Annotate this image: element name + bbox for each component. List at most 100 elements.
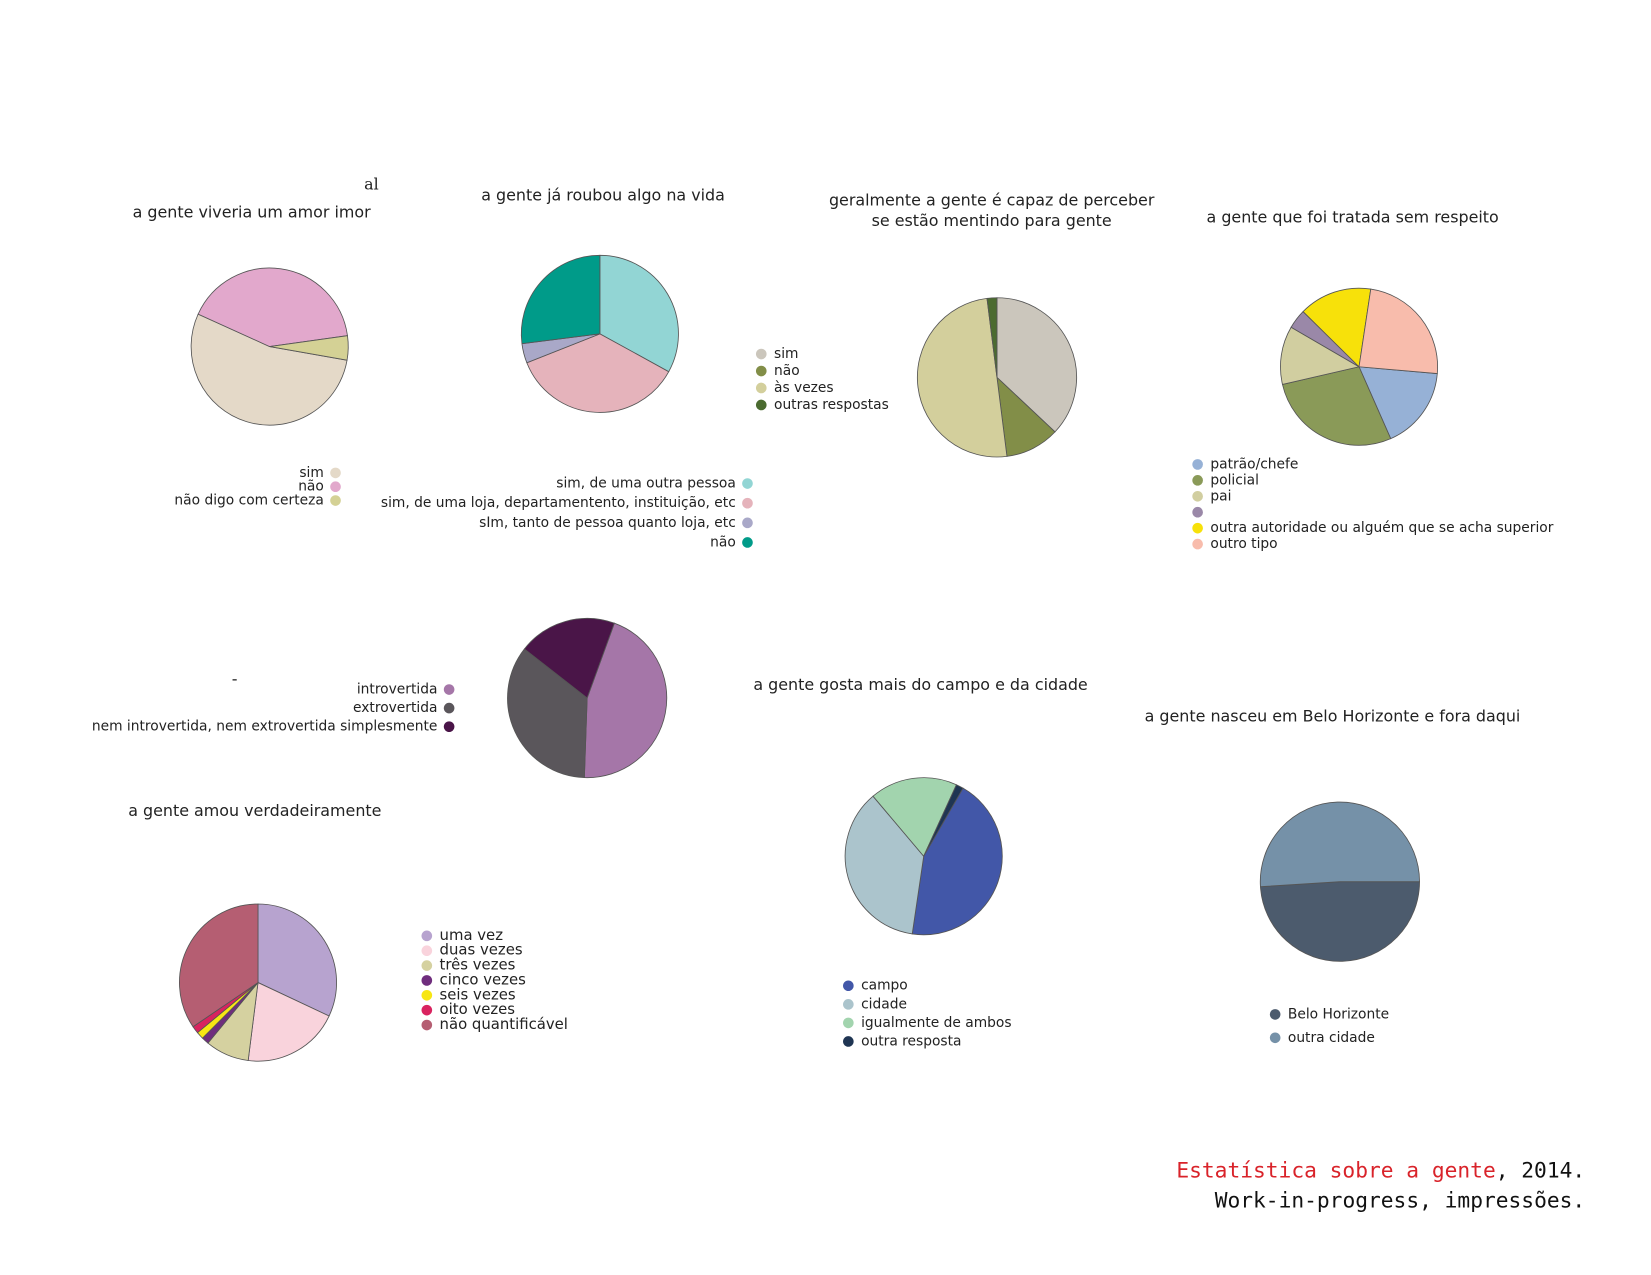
- legend-label: pai: [1210, 488, 1231, 504]
- legend-swatch: [1269, 1032, 1281, 1044]
- legend-swatch: [421, 975, 433, 986]
- legend-swatch: [755, 399, 767, 411]
- legend-label: patrão/chefe: [1210, 456, 1298, 472]
- footer-year: , 2014.: [1496, 1159, 1585, 1184]
- legend-swatch: [443, 721, 455, 732]
- pie-slice: [1259, 881, 1420, 962]
- legend-swatch: [1192, 506, 1203, 518]
- chart-title: geralmente a gente é capaz de perceber: [829, 191, 1155, 210]
- legend-swatch: [755, 382, 767, 394]
- pie-slice: [1280, 326, 1361, 385]
- pie-slice: [507, 648, 588, 779]
- legend-label: cinco vezes: [440, 970, 527, 988]
- legend-label: extrovertida: [353, 700, 437, 716]
- legend-label: sim, de uma outra pessoa: [556, 476, 736, 492]
- chart-title: a gente nasceu em Belo Horizonte e fora …: [1145, 707, 1521, 726]
- legend-label: não: [298, 479, 324, 495]
- legend-label: nem introvertida, nem extrovertida simpl…: [92, 719, 438, 735]
- footer-line1: Estatística sobre a gente, 2014.: [1176, 1159, 1585, 1184]
- legend-swatch: [1192, 490, 1203, 502]
- legend-label: sIm, tanto de pessoa quanto loja, etc: [479, 515, 736, 531]
- legend-label: três vezes: [440, 956, 516, 974]
- chart-title: a gente já roubou algo na vida: [481, 185, 725, 204]
- pie-slice: [257, 903, 337, 1017]
- pie-slice: [872, 777, 957, 858]
- legend-swatch: [443, 702, 455, 714]
- pie-slice: [523, 617, 615, 699]
- legend-label: introvertida: [357, 682, 438, 698]
- legend-label: policial: [1210, 472, 1259, 488]
- legend-swatch: [742, 517, 753, 529]
- legend-label: outra resposta: [861, 1033, 961, 1049]
- legend-label: sim, de uma loja, departamentento, insti…: [381, 495, 736, 511]
- pie-slice: [1259, 801, 1420, 888]
- legend-label: às vezes: [774, 380, 834, 396]
- pie-slice: [599, 254, 679, 373]
- pie-slice: [1302, 287, 1372, 368]
- pie-slice: [844, 795, 925, 935]
- pie-slice: [911, 787, 1003, 936]
- pie-slice: [247, 981, 330, 1062]
- legend-label: sim: [774, 346, 798, 362]
- legend-swatch: [843, 980, 854, 992]
- pie-slice: [190, 313, 348, 426]
- stray-text: al: [364, 175, 379, 194]
- chart-title: a gente gosta mais do campo e da cidade: [753, 675, 1087, 694]
- legend-swatch: [421, 960, 433, 971]
- legend-swatch: [742, 478, 753, 489]
- legend-swatch: [755, 365, 767, 377]
- legend-label: cidade: [861, 996, 907, 1012]
- pie-slice: [179, 903, 259, 1028]
- legend-swatch: [1192, 538, 1203, 550]
- legend-label: campo: [861, 978, 908, 994]
- chart-title: a gente amou verdadeiramente: [128, 801, 381, 820]
- legend-label: Belo Horizonte: [1288, 1006, 1389, 1022]
- legend-swatch: [330, 467, 341, 479]
- legend-label: seis vezes: [440, 985, 516, 1003]
- legend-label: uma vez: [440, 926, 504, 944]
- legend-swatch: [755, 348, 767, 360]
- pie-slice: [583, 622, 668, 779]
- pie-slice: [520, 254, 601, 345]
- legend-label: não: [774, 363, 800, 379]
- legend-label: outro tipo: [1210, 536, 1277, 552]
- pie-slice: [526, 333, 670, 413]
- legend-swatch: [742, 537, 753, 548]
- pie-slice: [986, 297, 998, 378]
- chart-title: se estão mentindo para gente: [872, 211, 1112, 230]
- legend-label: oito vezes: [440, 1000, 516, 1018]
- legend-swatch: [1192, 475, 1203, 486]
- chart-title: a gente que foi tratada sem respeito: [1207, 208, 1499, 227]
- legend-swatch: [330, 481, 341, 493]
- legend-swatch: [1192, 522, 1203, 534]
- legend-swatch: [1192, 459, 1203, 470]
- legend-swatch: [1269, 1009, 1281, 1020]
- legend-label: não: [710, 534, 736, 550]
- footer-title: Estatística sobre a gente: [1176, 1159, 1495, 1184]
- pie-slice: [197, 267, 348, 348]
- legend-label: outra autoridade ou alguém que se acha s…: [1210, 520, 1553, 536]
- legend-swatch: [742, 497, 753, 509]
- legend-label: sim: [299, 465, 323, 481]
- legend-swatch: [443, 684, 455, 695]
- legend-label: não digo com certeza: [174, 493, 323, 509]
- legend-swatch: [843, 999, 854, 1010]
- legend-swatch: [421, 1004, 433, 1016]
- chart-title: -: [232, 669, 238, 688]
- legend-swatch: [421, 930, 433, 942]
- chart-title: a gente viveria um amor imor: [133, 202, 371, 221]
- pie-slice: [923, 784, 964, 857]
- legend-label: outras respostas: [774, 397, 889, 413]
- pie-slice: [1358, 366, 1438, 440]
- pie-slice: [269, 335, 349, 361]
- footer-line2: Work-in-progress, impressões.: [1215, 1188, 1585, 1213]
- pie-slice: [916, 297, 1008, 458]
- pie-slice: [996, 297, 1078, 433]
- legend-label: não quantificável: [440, 1015, 568, 1033]
- pie-slice: [1281, 366, 1392, 446]
- pie-slice: [1358, 288, 1439, 375]
- legend-label: duas vezes: [440, 941, 523, 959]
- legend-swatch: [330, 495, 341, 506]
- legend-swatch: [843, 1017, 854, 1029]
